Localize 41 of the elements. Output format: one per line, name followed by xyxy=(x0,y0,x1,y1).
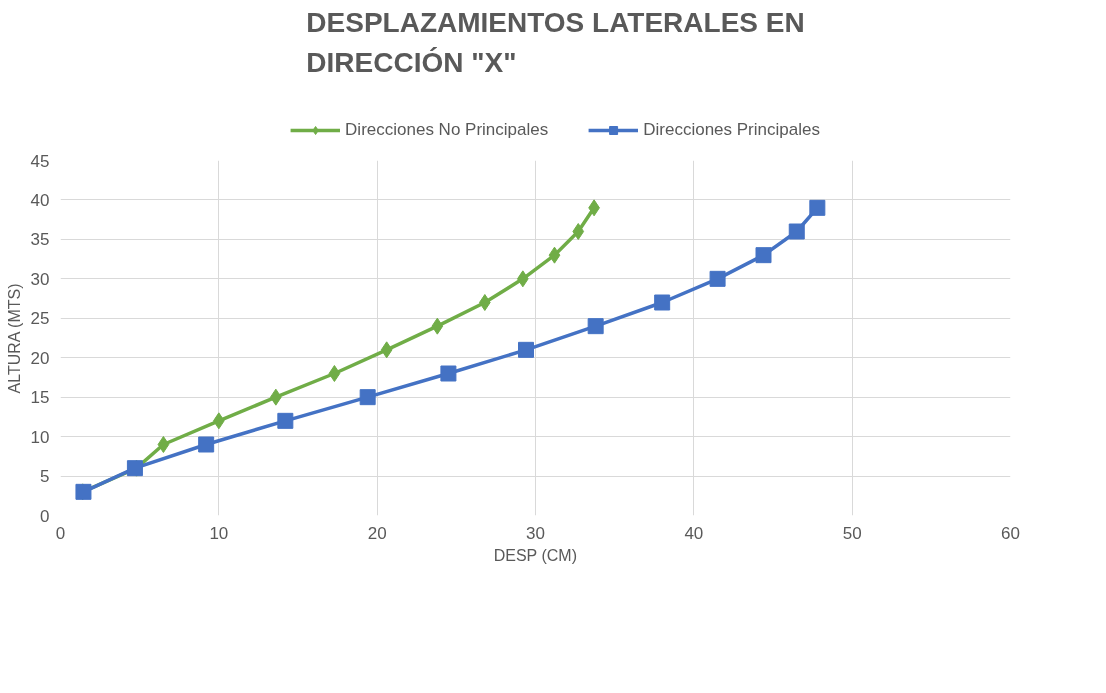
point xyxy=(755,247,772,264)
point xyxy=(572,223,585,240)
legend-label: Direcciones Principales xyxy=(643,120,820,140)
x-tick-label: 0 xyxy=(55,523,66,543)
point xyxy=(328,365,341,382)
point xyxy=(518,341,534,358)
point xyxy=(440,365,457,382)
x-tick-label: 60 xyxy=(1001,523,1020,543)
point xyxy=(359,389,376,406)
y-tick-label: 10 xyxy=(30,427,50,447)
point xyxy=(654,294,671,311)
x-tick-label: 20 xyxy=(367,523,387,543)
y-tick-label: 5 xyxy=(40,467,50,487)
y-tick-label: 45 xyxy=(30,151,50,171)
point xyxy=(587,318,604,335)
point xyxy=(157,436,170,453)
legend-label: Direcciones No Principales xyxy=(345,120,549,140)
y-tick-label: 35 xyxy=(30,230,50,250)
chart-title: DESPLAZAMIENTOS LATERALES EN DIRECCIÓN "X" xyxy=(306,7,805,79)
point xyxy=(479,294,491,311)
x-tick-label: 10 xyxy=(209,523,229,543)
y-tick-label: 30 xyxy=(30,269,50,289)
point xyxy=(126,460,143,477)
y-axis-title: ALTURA (MTS) xyxy=(5,283,23,394)
point xyxy=(431,317,444,335)
y-tick-label: 25 xyxy=(30,309,50,329)
point xyxy=(548,246,561,264)
y-tick-label: 15 xyxy=(30,388,50,408)
y-tick-label: 20 xyxy=(30,348,50,368)
x-tick-label: 50 xyxy=(842,523,862,543)
x-tick-label: 40 xyxy=(684,523,704,543)
y-tick-label: 40 xyxy=(30,190,50,210)
y-tick-label: 0 xyxy=(40,506,50,526)
point xyxy=(809,199,826,216)
point xyxy=(788,223,805,240)
x-tick-label: 30 xyxy=(526,523,545,543)
x-axis-title: DESP (CM) xyxy=(493,546,577,564)
point xyxy=(709,270,726,287)
point xyxy=(277,412,294,429)
point xyxy=(198,436,215,453)
point xyxy=(380,341,393,359)
